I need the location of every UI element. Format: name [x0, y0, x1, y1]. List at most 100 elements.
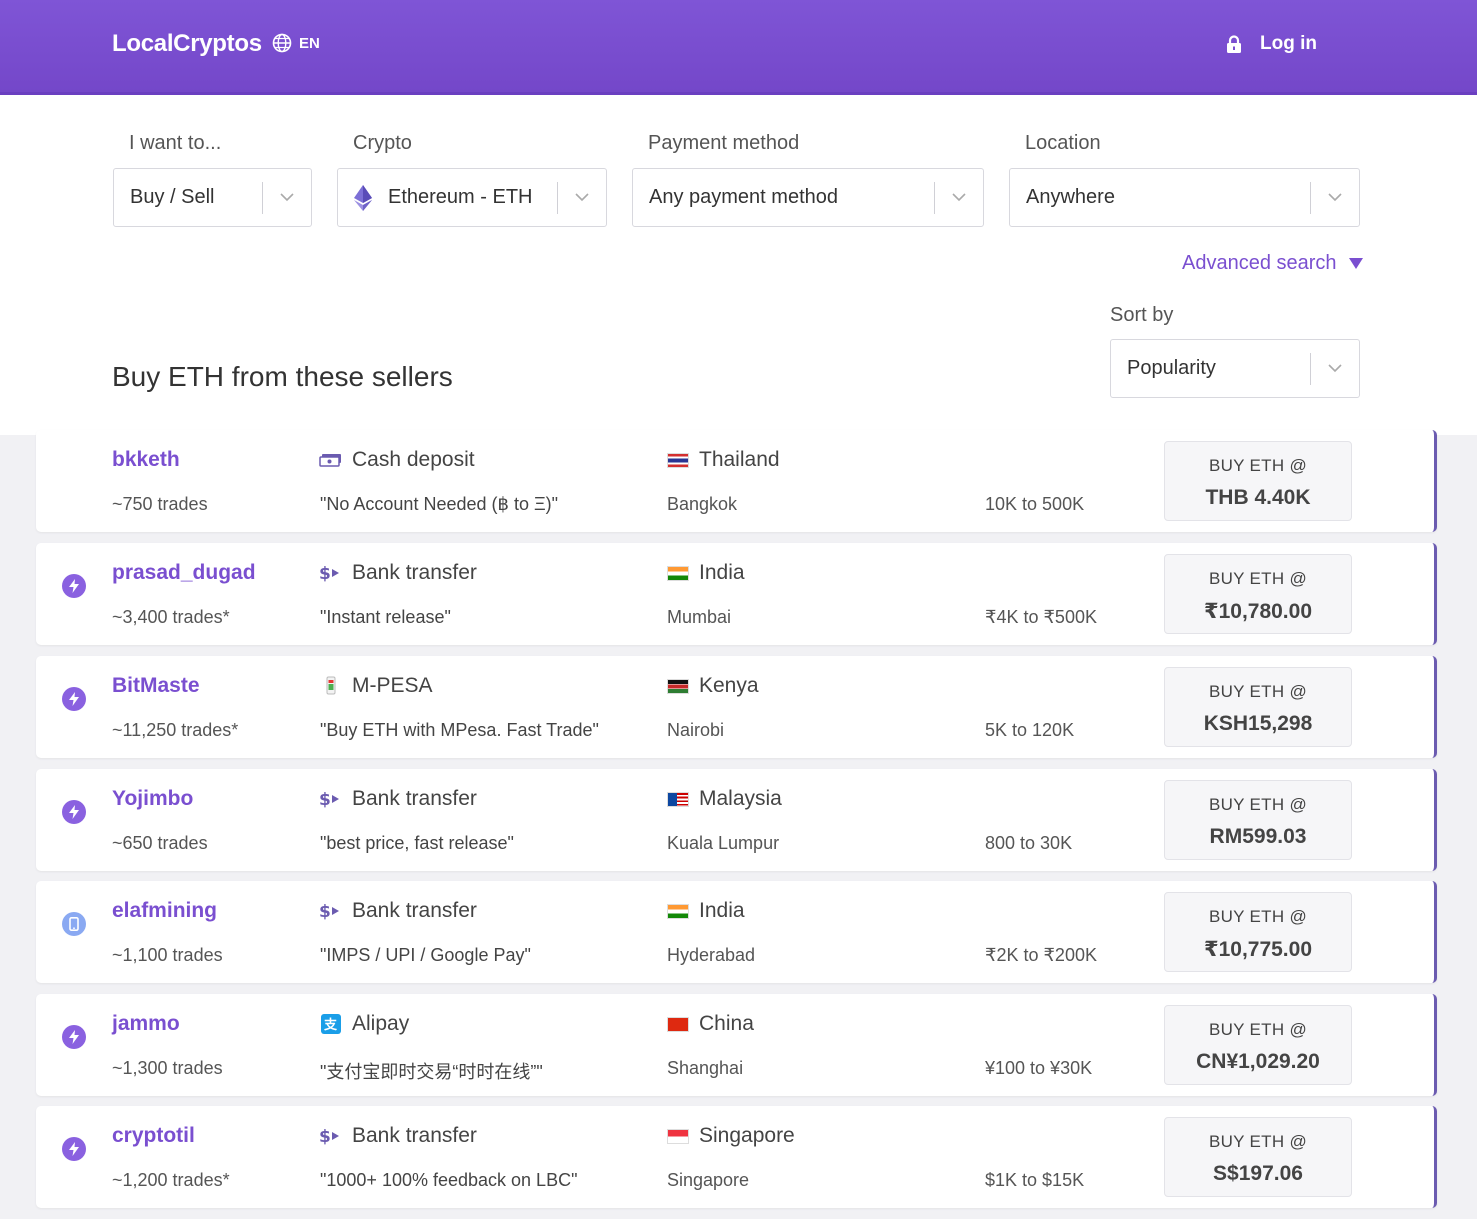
- payment-method-label: Bank transfer: [352, 787, 477, 810]
- payment-method-label: Alipay: [352, 1012, 410, 1035]
- offer-row[interactable]: elafmining ~1,100 trades $ Bank transfer…: [36, 881, 1437, 983]
- location-select[interactable]: Anywhere: [1009, 168, 1360, 227]
- payment-method: 支 Alipay: [319, 1012, 409, 1036]
- location-label: Location: [1025, 132, 1101, 154]
- bank-transfer-icon: $: [319, 1126, 343, 1146]
- trade-limits: ₹4K to ₹500K: [985, 607, 1097, 627]
- offer-row[interactable]: prasad_dugad ~3,400 trades* $ Bank trans…: [36, 543, 1437, 645]
- bank-transfer-icon: $: [319, 901, 343, 921]
- payment-label: Payment method: [648, 132, 800, 154]
- sort-select[interactable]: Popularity: [1110, 339, 1360, 398]
- buy-eth-button[interactable]: BUY ETH @ THB 4.40K: [1164, 441, 1352, 521]
- want-value: Buy / Sell: [130, 186, 215, 208]
- offer-price: THB 4.40K: [1205, 486, 1311, 509]
- offer-country: Malaysia: [667, 787, 782, 811]
- sort-label: Sort by: [1110, 304, 1174, 326]
- buy-label: BUY ETH @: [1208, 569, 1308, 588]
- offer-message: "支付宝即时交易“时时在线”": [320, 1062, 543, 1082]
- country-flag-icon: [667, 903, 689, 919]
- country-label: Kenya: [699, 674, 759, 697]
- seller-username[interactable]: elafmining: [112, 899, 218, 922]
- country-label: Singapore: [699, 1124, 795, 1147]
- trade-count: ~650 trades: [112, 833, 208, 853]
- seller-username[interactable]: BitMaste: [112, 674, 200, 697]
- offer-country: India: [667, 899, 745, 923]
- buy-eth-button[interactable]: BUY ETH @ ₹10,775.00: [1164, 892, 1352, 972]
- offer-city: Nairobi: [667, 720, 725, 740]
- buy-label: BUY ETH @: [1208, 682, 1308, 701]
- want-select[interactable]: Buy / Sell: [113, 168, 312, 227]
- payment-method-label: Bank transfer: [352, 1124, 477, 1147]
- chevron-down-icon: [263, 193, 311, 202]
- payment-select[interactable]: Any payment method: [632, 168, 984, 227]
- offer-row[interactable]: BitMaste ~11,250 trades* M-PESA "Buy ETH…: [36, 656, 1437, 758]
- offer-country: India: [667, 561, 745, 585]
- offer-price: KSH15,298: [1203, 712, 1313, 735]
- divider: [1310, 181, 1311, 214]
- seller-username[interactable]: cryptotil: [112, 1124, 195, 1147]
- trade-limits: 5K to 120K: [985, 720, 1075, 740]
- buy-eth-button[interactable]: BUY ETH @ ₹10,780.00: [1164, 554, 1352, 634]
- language-label: EN: [299, 34, 320, 52]
- seller-username[interactable]: jammo: [112, 1012, 180, 1035]
- bank-transfer-icon: $: [319, 789, 343, 809]
- offer-row[interactable]: cryptotil ~1,200 trades* $ Bank transfer…: [36, 1106, 1437, 1208]
- buy-eth-button[interactable]: BUY ETH @ S$197.06: [1164, 1117, 1352, 1197]
- offer-country: Singapore: [667, 1124, 795, 1148]
- trade-limits: ¥100 to ¥30K: [985, 1058, 1093, 1078]
- chevron-down-icon: [935, 193, 983, 202]
- buy-label: BUY ETH @: [1208, 795, 1308, 814]
- globe-icon: [272, 33, 292, 53]
- location-value: Anywhere: [1026, 186, 1115, 208]
- seller-username[interactable]: prasad_dugad: [112, 561, 256, 584]
- trade-limits: 10K to 500K: [985, 494, 1085, 514]
- trade-count: ~1,100 trades: [112, 945, 223, 965]
- crypto-label: Crypto: [353, 132, 412, 154]
- svg-text:支: 支: [323, 1017, 338, 1033]
- brand-logo[interactable]: LocalCryptos: [112, 30, 262, 57]
- country-flag-icon: [667, 565, 689, 581]
- svg-text:$: $: [319, 790, 331, 809]
- offer-country: China: [667, 1012, 754, 1036]
- buy-eth-button[interactable]: BUY ETH @ RM599.03: [1164, 780, 1352, 860]
- offer-price: CN¥1,029.20: [1196, 1050, 1320, 1073]
- login-button[interactable]: Log in: [1226, 33, 1317, 55]
- offer-city: Kuala Lumpur: [667, 833, 780, 853]
- buy-eth-button[interactable]: BUY ETH @ CN¥1,029.20: [1164, 1005, 1352, 1085]
- payment-value: Any payment method: [649, 186, 838, 208]
- offer-message: "Instant release": [320, 607, 451, 627]
- seller-username[interactable]: Yojimbo: [112, 787, 194, 810]
- offer-row[interactable]: Yojimbo ~650 trades $ Bank transfer "bes…: [36, 769, 1437, 871]
- country-flag-icon: [667, 1016, 689, 1032]
- payment-method: $ Bank transfer: [319, 1124, 477, 1148]
- language-selector[interactable]: EN: [272, 33, 320, 53]
- trade-count: ~3,400 trades*: [112, 607, 230, 627]
- country-flag-icon: [667, 678, 689, 694]
- payment-method-label: Bank transfer: [352, 899, 477, 922]
- payment-method: Cash deposit: [319, 448, 475, 472]
- trade-count: ~1,200 trades*: [112, 1170, 230, 1190]
- page-title: Buy ETH from these sellers: [112, 361, 453, 392]
- advanced-search-label: Advanced search: [1182, 252, 1337, 274]
- offer-row[interactable]: jammo ~1,300 trades 支 Alipay "支付宝即时交易“时时…: [36, 994, 1437, 1096]
- svg-text:$: $: [319, 902, 331, 921]
- offer-price: ₹10,780.00: [1203, 600, 1313, 623]
- crypto-select[interactable]: Ethereum - ETH: [337, 168, 607, 227]
- country-label: Malaysia: [699, 787, 782, 810]
- offer-row[interactable]: bkketh ~750 trades Cash deposit "No Acco…: [36, 430, 1437, 532]
- instant-trade-icon: [62, 687, 86, 711]
- country-label: China: [699, 1012, 754, 1035]
- lock-icon: [1227, 34, 1241, 53]
- advanced-search-toggle[interactable]: Advanced search: [1182, 252, 1363, 275]
- login-label: Log in: [1260, 33, 1317, 54]
- country-label: Thailand: [699, 448, 780, 471]
- offer-message: "IMPS / UPI / Google Pay": [320, 945, 531, 965]
- seller-username[interactable]: bkketh: [112, 448, 180, 471]
- country-flag-icon: [667, 452, 689, 468]
- divider: [557, 181, 558, 214]
- offer-message: "Buy ETH with MPesa. Fast Trade": [320, 720, 599, 740]
- buy-eth-button[interactable]: BUY ETH @ KSH15,298: [1164, 667, 1352, 747]
- offer-city: Shanghai: [667, 1058, 744, 1078]
- trade-limits: 800 to 30K: [985, 833, 1073, 853]
- payment-method: M-PESA: [319, 674, 433, 698]
